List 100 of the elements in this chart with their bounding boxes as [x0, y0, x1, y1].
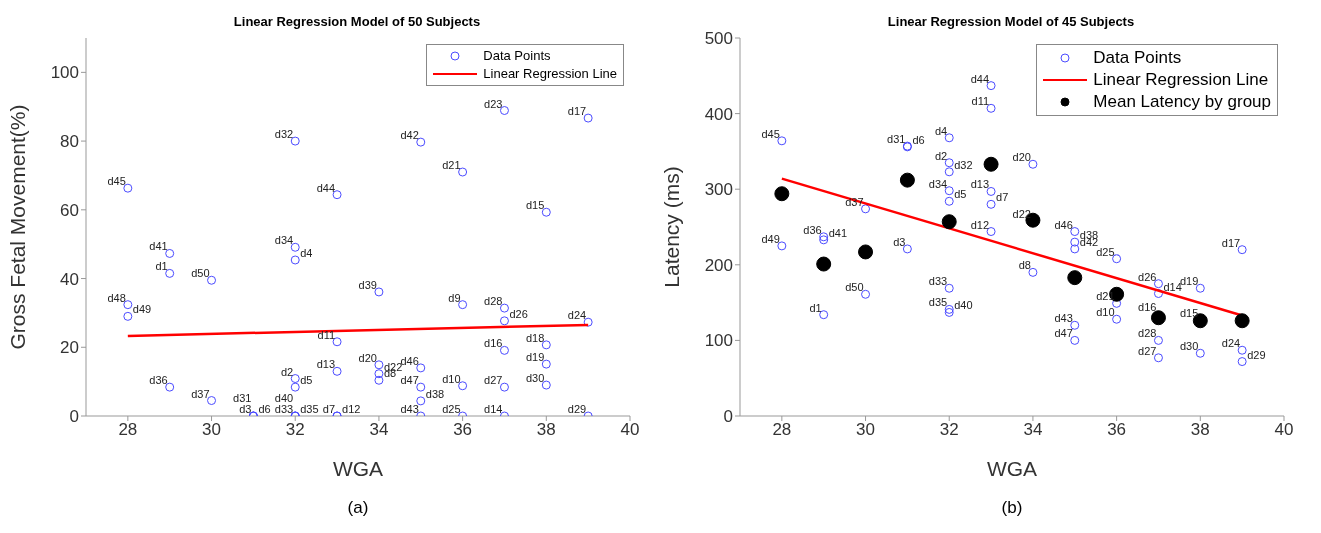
- annotation: d28: [1138, 327, 1157, 340]
- point: [416, 382, 426, 392]
- x-tick-label: 30: [856, 420, 875, 440]
- annotation: d3: [893, 235, 906, 248]
- annotation: d34: [274, 234, 294, 247]
- annotation: d32: [274, 128, 294, 141]
- annotation: d30: [525, 372, 545, 385]
- annotation: d39: [358, 278, 377, 291]
- annotation: d22: [1012, 207, 1031, 220]
- annotation: d26: [1138, 270, 1157, 283]
- point: [1237, 245, 1247, 255]
- point: [1070, 237, 1080, 247]
- point: [374, 287, 384, 297]
- annotation: d18: [525, 331, 545, 344]
- point: [290, 242, 300, 252]
- point: [123, 183, 133, 193]
- annotation: d12: [970, 218, 990, 231]
- point: [944, 186, 954, 196]
- annotation: d47: [1054, 327, 1073, 340]
- x-tick-label: 28: [772, 420, 792, 440]
- x-tick-label: 40: [620, 420, 640, 440]
- x-tick-label: 32: [285, 420, 305, 440]
- x-tick-label: 36: [453, 420, 473, 440]
- y-tick-label: 40: [60, 269, 79, 289]
- annotation: d15: [525, 199, 545, 212]
- annotation: d5: [300, 374, 313, 387]
- point: [165, 382, 175, 392]
- legend-label: Mean Latency by group: [1093, 91, 1271, 113]
- point: [583, 317, 593, 327]
- annotation: d24: [1221, 337, 1241, 350]
- x-tick-label: 40: [1274, 420, 1294, 440]
- point: [123, 311, 133, 321]
- y-axis-title: Gross Fetal Movement(%): [6, 104, 30, 350]
- point: [499, 345, 509, 355]
- point: [1112, 314, 1122, 324]
- annotation: d49: [761, 232, 780, 245]
- annotation: d10: [442, 372, 461, 385]
- point: [1237, 345, 1247, 355]
- legend-label: Data Points: [483, 47, 551, 65]
- chart-title: Linear Regression Model of 50 Subjects: [232, 14, 482, 29]
- point: [899, 172, 915, 188]
- point: [165, 248, 175, 258]
- point: [499, 316, 509, 326]
- annotation: d3: [239, 403, 252, 415]
- annotation: d11: [971, 95, 990, 108]
- point: [944, 133, 954, 143]
- y-tick-label: 300: [704, 180, 733, 200]
- point: [777, 136, 787, 146]
- x-tick-label: 38: [536, 420, 556, 440]
- annotation: d35: [300, 403, 319, 415]
- annotation: d6: [912, 133, 925, 146]
- point: [374, 369, 384, 379]
- point: [986, 81, 996, 91]
- point: [332, 366, 342, 376]
- annotation: d13: [970, 178, 990, 191]
- point: [777, 241, 787, 251]
- point: [1067, 270, 1083, 286]
- point: [944, 167, 954, 177]
- point: [816, 256, 832, 272]
- annotation: d6: [258, 403, 271, 415]
- point: [944, 283, 954, 293]
- x-tick-label: 32: [939, 420, 959, 440]
- point: [541, 380, 551, 390]
- annotation: d25: [1096, 245, 1115, 258]
- annotation: d13: [316, 358, 336, 371]
- point: [1234, 313, 1250, 329]
- point: [290, 136, 300, 146]
- annotation: d34: [928, 177, 948, 190]
- annotation: d41: [149, 240, 168, 253]
- annotation: d36: [149, 374, 168, 387]
- annotation: d16: [1138, 300, 1157, 313]
- point: [416, 396, 426, 406]
- annotation: d19: [525, 351, 545, 364]
- annotation: d15: [1179, 306, 1199, 319]
- annotation: d36: [803, 223, 822, 236]
- point: [941, 214, 957, 230]
- annotation: d38: [425, 387, 445, 400]
- chart-title: Linear Regression Model of 45 Subjects: [886, 14, 1136, 29]
- annotation: d33: [928, 275, 948, 288]
- annotation: d12: [342, 403, 361, 415]
- annotation: d43: [1054, 312, 1073, 325]
- annotation: d33: [274, 403, 294, 415]
- point: [165, 268, 175, 278]
- point: [499, 303, 509, 313]
- annotation: d44: [316, 181, 336, 194]
- point: [944, 196, 954, 206]
- point: [1153, 353, 1163, 363]
- point: [123, 300, 133, 310]
- point: [1237, 357, 1247, 367]
- annotation: d9: [448, 291, 461, 304]
- point: [290, 255, 300, 265]
- annotation: d23: [484, 97, 503, 110]
- annotation: d43: [400, 403, 419, 415]
- point: [774, 186, 790, 202]
- x-tick-label: 28: [118, 420, 138, 440]
- annotation: d31: [887, 133, 906, 146]
- point: [986, 227, 996, 237]
- annotation: d25: [442, 403, 461, 415]
- point: [1070, 227, 1080, 237]
- annotation: d32: [954, 158, 973, 171]
